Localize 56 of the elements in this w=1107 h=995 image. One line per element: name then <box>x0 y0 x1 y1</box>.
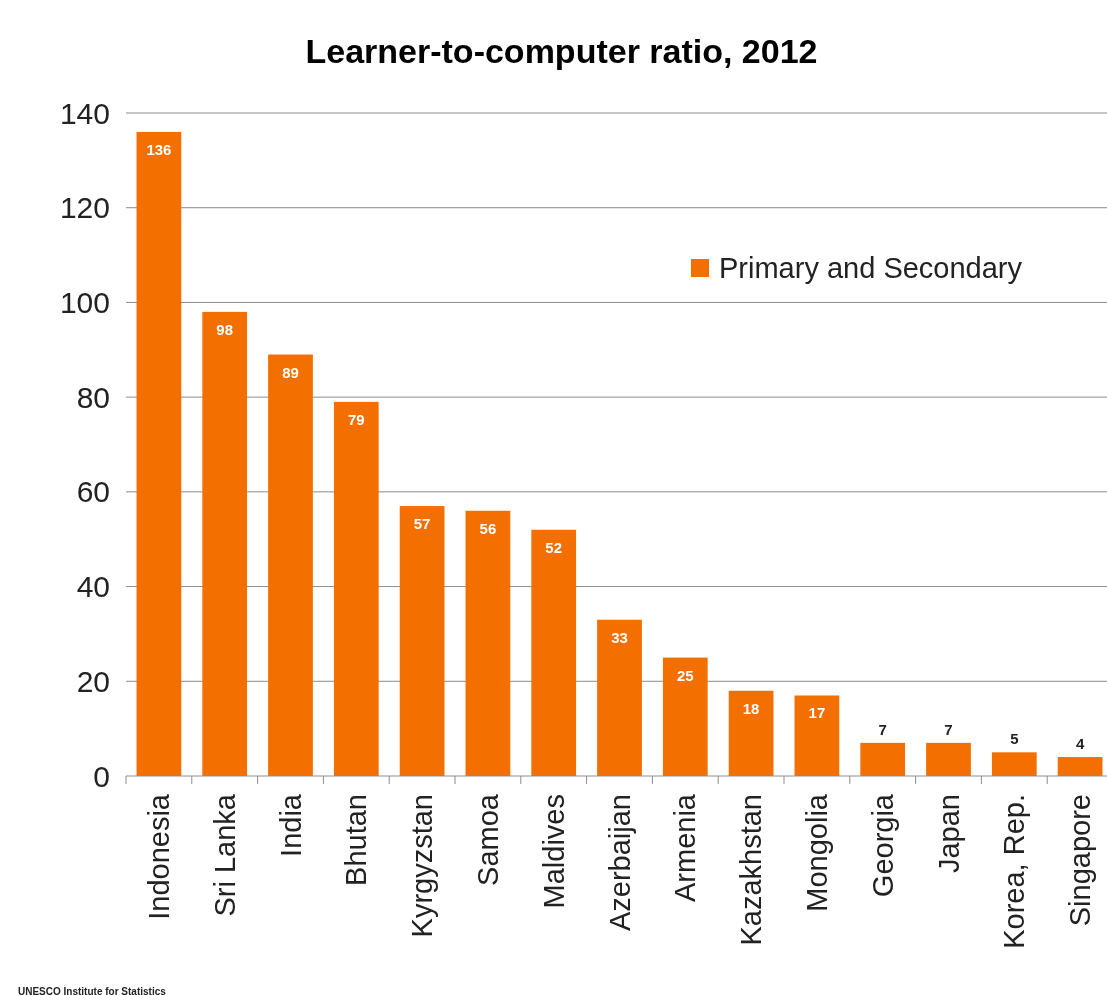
bar <box>1057 757 1103 776</box>
x-tick-label: Kyrgyzstan <box>406 794 439 938</box>
x-tick-label: India <box>274 793 307 857</box>
y-tick-label: 40 <box>76 570 110 604</box>
y-tick-label: 0 <box>93 759 110 793</box>
text: UNESCO Institute for Statistics <box>18 986 167 995</box>
y-tick-label: 100 <box>59 285 110 319</box>
bar <box>202 311 248 776</box>
bar <box>794 695 840 776</box>
x-tick-label: Armenia <box>669 793 702 902</box>
data-label: 136 <box>146 140 172 158</box>
x-tick-label: Georgia <box>866 793 899 898</box>
x-tick-label: Azerbaijan <box>603 794 636 932</box>
data-label: 79 <box>347 410 365 428</box>
bar <box>399 506 445 776</box>
x-tick-label: Sri Lanka <box>208 793 241 917</box>
y-tick-label: 120 <box>59 191 110 225</box>
data-label: 56 <box>479 519 497 537</box>
data-label: 5 <box>1010 730 1019 748</box>
data-label: 18 <box>742 699 760 717</box>
bar <box>465 510 511 776</box>
bar <box>268 354 313 776</box>
x-tick-label: Korea, Rep. <box>998 794 1031 949</box>
data-label: 7 <box>944 720 953 738</box>
bar <box>531 529 577 776</box>
data-label: 7 <box>878 720 887 738</box>
bar <box>926 742 971 776</box>
bar <box>860 742 906 776</box>
data-label: 33 <box>611 628 628 646</box>
bar <box>728 690 774 776</box>
bar <box>597 619 642 776</box>
data-label: 89 <box>282 363 299 381</box>
data-label: 57 <box>413 515 431 533</box>
x-tick-label: Indonesia <box>142 793 175 920</box>
y-tick-label: 80 <box>76 380 110 414</box>
bar <box>136 131 182 776</box>
data-label: 98 <box>216 320 234 338</box>
x-tick-label: Maldives <box>537 794 570 909</box>
x-tick-label: Samoa <box>471 793 504 886</box>
y-tick-label: 60 <box>76 475 110 509</box>
x-tick-label: Kazakhstan <box>735 794 768 946</box>
x-tick-label: Bhutan <box>340 794 373 886</box>
y-tick-label: 20 <box>76 664 110 698</box>
y-tick-label: 140 <box>59 96 110 130</box>
chart-title: Learner-to-computer ratio, 2012 <box>305 32 818 70</box>
legend-label: Primary and Secondary <box>719 252 1023 285</box>
x-tick-label: Singapore <box>1064 794 1097 927</box>
bar <box>991 752 1037 776</box>
data-label: 52 <box>545 538 563 556</box>
bar <box>333 401 379 776</box>
bar <box>662 657 708 776</box>
data-label: 4 <box>1075 735 1085 753</box>
data-label: 25 <box>676 666 694 684</box>
data-label: 17 <box>808 704 826 722</box>
x-tick-label: Japan <box>932 794 965 874</box>
x-tick-label: Mongolia <box>800 793 833 912</box>
